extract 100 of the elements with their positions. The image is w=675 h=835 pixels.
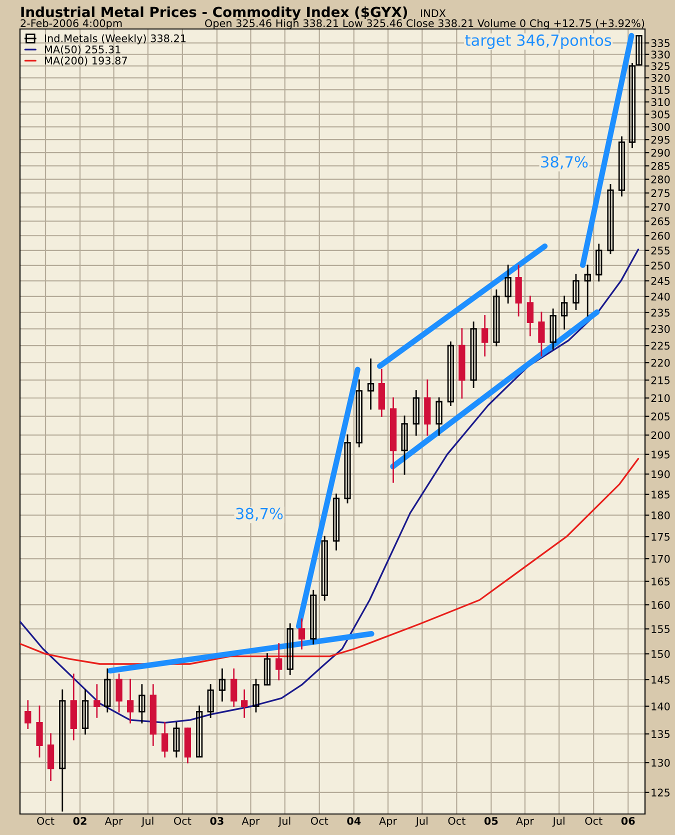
x-tick-label: Oct [37,816,54,825]
x-tick-label: Oct [174,816,192,825]
y-tick-label: 215 [651,376,670,384]
x-tick-label: 02 [73,816,86,825]
candlestick [504,264,512,304]
candlestick [252,678,260,712]
y-tick-label: 135 [652,730,670,738]
line-series [20,458,640,665]
y-tick-label: 170 [652,554,670,563]
y-tick-label: 305 [651,110,670,118]
x-tick-label: Oct [310,816,328,825]
candlestick [628,62,636,148]
y-tick-label: 335 [651,39,670,48]
y-tick-label: 155 [652,625,670,633]
candlestick [36,706,43,758]
annotation: 38,7% [236,508,283,521]
candlestick [138,684,146,724]
y-tick-label: 150 [652,650,670,658]
candlestick [344,434,351,504]
y-tick-label: 175 [652,532,670,541]
y-tick-label: 300 [651,123,670,131]
y-tick-label: 145 [652,676,670,684]
candlestick [596,244,602,282]
y-tick-label: 275 [651,189,670,198]
legend-label: MA(50) 255.31 [44,45,120,55]
y-tick-label: 225 [651,342,670,350]
candlestick [310,590,317,644]
candlestick [470,322,477,388]
candlestick [493,289,500,346]
y-tick-label: 245 [651,277,670,285]
y-tick-label: 250 [651,262,670,270]
candlestick [161,722,168,758]
y-tick-label: 315 [651,86,670,94]
y-tick-label: 310 [651,98,670,106]
candlestick [356,379,362,448]
y-tick-label: 220 [651,358,670,367]
candlestick [561,296,568,330]
candlestick [104,668,111,712]
candlestick [94,684,100,718]
candlestick [332,494,340,550]
x-tick-label: Jul [141,816,154,827]
x-tick-label: Oct [448,816,466,825]
x-tick-label: Apr [516,817,534,827]
candlestick [126,678,134,724]
candlestick [24,700,32,729]
candlestick [59,689,66,812]
y-tick-label: 295 [651,136,670,144]
y-tick-label: 180 [652,511,670,520]
candlestick [241,689,248,718]
x-tick-label: Jul [415,816,428,827]
candlestick [481,315,488,356]
y-tick-label: 195 [652,450,670,458]
candlestick [636,34,642,66]
candlestick [321,536,328,601]
candlestick [298,618,306,650]
candlestick [447,341,454,406]
y-tick-label: 320 [651,74,670,82]
y-tick-label: 255 [651,246,670,254]
x-tick-label: 06 [621,816,635,825]
legend-label: Ind.Metals (Weekly) 338.21 [44,34,186,44]
y-tick-label: 230 [651,325,670,333]
candlestick [367,358,374,410]
candlestick [286,623,294,676]
legend-label: MA(200) 193.87 [44,56,127,66]
chart-title: Industrial Metal Prices - Commodity Index ($GYX) [21,6,408,20]
x-tick-label: Apr [104,817,123,827]
x-tick-label: 03 [210,816,224,825]
y-tick-label: 290 [651,148,670,157]
annotation: 38,7% [541,156,588,170]
x-tick-label: Apr [242,817,260,827]
candlestick [82,689,89,735]
y-tick-label: 190 [652,470,670,478]
candlestick [607,184,614,254]
x-tick-label: 04 [347,816,361,825]
candlestick [526,296,534,336]
x-tick-label: 05 [484,816,498,825]
annotation: Open 325.46 High 338.21 Low 325.46 Close 338.21 Volume 0 Chg +12.75 (+3.92%) [205,19,644,30]
candlestick [264,653,271,686]
candlestick [230,668,238,707]
y-tick-label: 270 [651,203,670,212]
y-tick-label: 280 [651,176,670,184]
y-tick-label: 200 [651,431,670,440]
candlestick [196,706,203,758]
y-tick-label: 205 [651,412,670,420]
candlestick [218,668,226,702]
y-tick-label: 130 [652,758,670,767]
y-tick-label: 185 [652,490,670,498]
candlestick [401,416,408,475]
y-tick-label: 240 [651,292,670,301]
y-tick-label: 125 [652,788,670,797]
x-tick-label: Jul [278,816,290,827]
y-tick-label: 140 [652,702,670,710]
candlestick [572,274,580,310]
candlestick [584,264,591,316]
annotation: target 346,7pontos [465,34,612,49]
candlestick [436,397,442,436]
text: INDX [421,9,446,17]
candlestick [173,722,180,758]
candlestick [207,684,214,718]
line-series [20,248,640,724]
